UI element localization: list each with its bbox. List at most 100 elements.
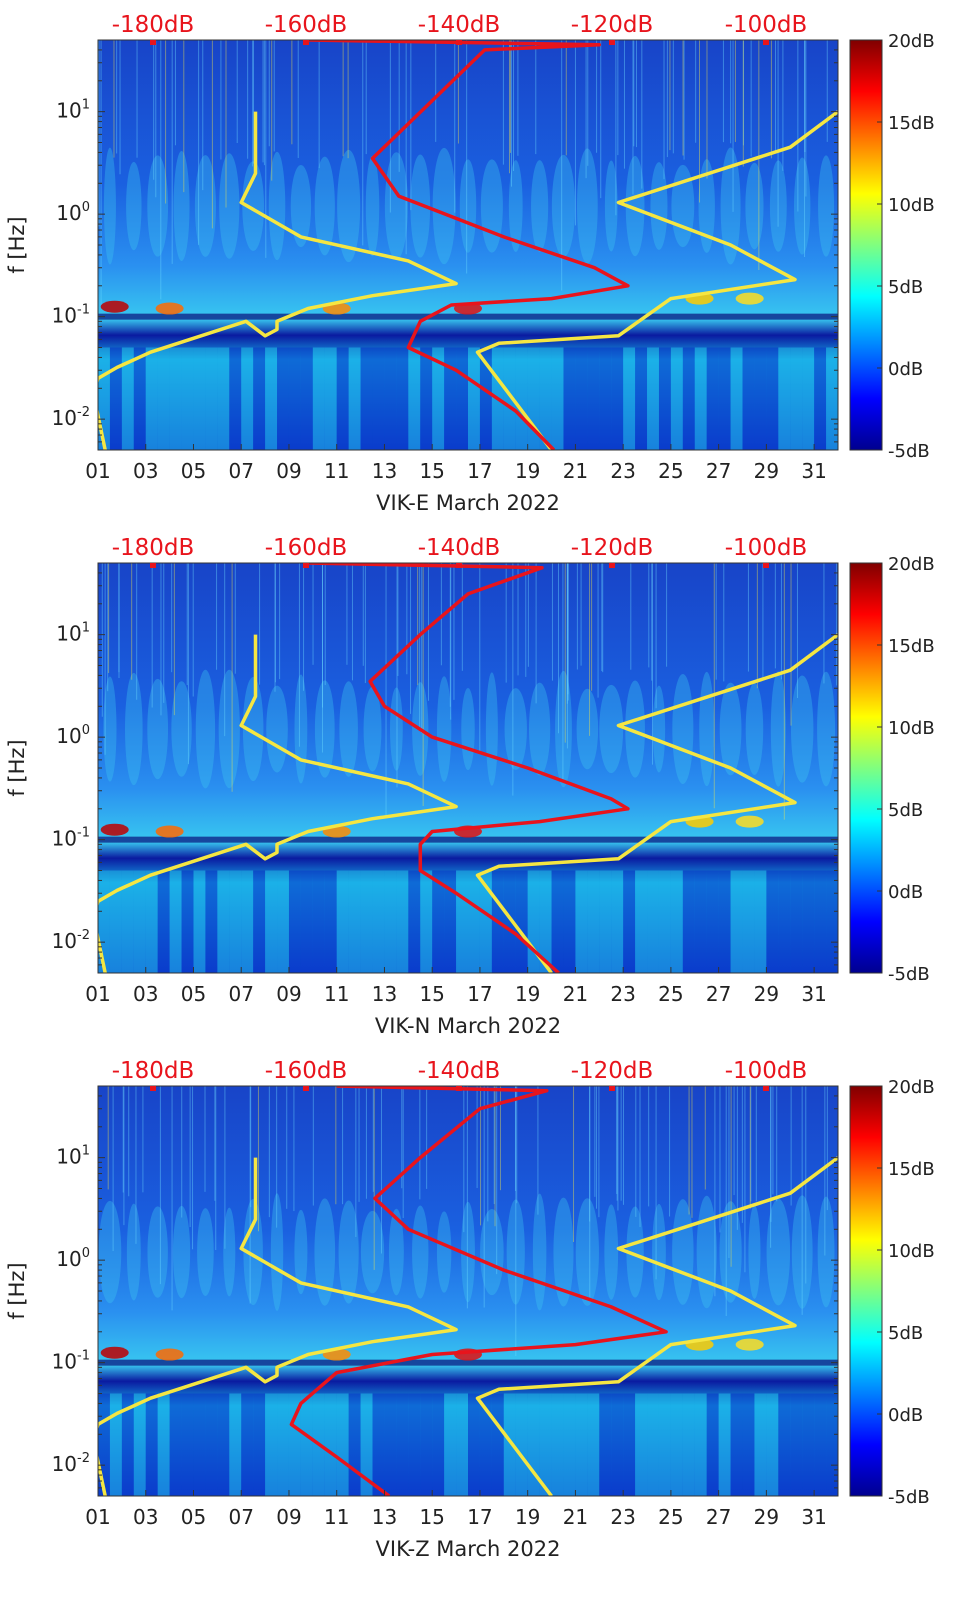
low-freq-stripe xyxy=(444,347,457,450)
spectral-lobe xyxy=(365,155,380,257)
hot-spot xyxy=(155,825,184,838)
top-db-label: -120dB xyxy=(571,535,654,561)
x-tick-label: 05 xyxy=(181,982,206,1006)
low-freq-stripe xyxy=(623,870,636,973)
top-db-label: -160dB xyxy=(265,535,348,561)
low-freq-stripe xyxy=(479,347,492,450)
top-db-label: -120dB xyxy=(571,12,654,38)
low-freq-stripe xyxy=(575,347,588,450)
spectral-lobe xyxy=(791,1195,813,1309)
x-axis-label: VIK-Z March 2022 xyxy=(376,1537,561,1561)
low-freq-stripe xyxy=(670,1393,683,1496)
spectral-lobe xyxy=(147,1206,168,1298)
spectral-lobe xyxy=(126,1203,141,1301)
low-freq-stripe xyxy=(396,347,409,450)
low-freq-stripe xyxy=(718,870,731,973)
spectral-lobe xyxy=(103,676,117,782)
x-tick-label: 25 xyxy=(658,459,683,483)
top-db-tick xyxy=(456,40,462,45)
colorbar xyxy=(849,562,883,974)
low-freq-stripe xyxy=(360,1393,373,1496)
low-freq-stripe xyxy=(658,870,671,973)
spectral-lobe xyxy=(770,671,786,787)
spectral-lobe xyxy=(171,681,192,777)
y-axis-label: f [Hz] xyxy=(5,739,29,796)
low-freq-stripe xyxy=(300,1393,313,1496)
low-freq-stripe xyxy=(551,870,564,973)
top-db-label: -100dB xyxy=(725,535,808,561)
x-tick-label: 07 xyxy=(228,459,253,483)
low-freq-stripe xyxy=(563,347,576,450)
low-freq-stripe xyxy=(133,347,146,450)
low-freq-stripe xyxy=(456,870,468,973)
colorbar-label: -5dB xyxy=(888,1487,930,1508)
low-freq-stripe xyxy=(348,347,361,450)
low-freq-stripe xyxy=(384,347,397,450)
spectral-lobe xyxy=(218,669,240,789)
colorbar-label: 15dB xyxy=(888,113,935,134)
low-freq-stripe xyxy=(694,347,707,450)
low-freq-stripe xyxy=(599,347,612,450)
spectral-lobe xyxy=(242,161,265,251)
low-freq-stripe xyxy=(539,870,552,973)
plot-area xyxy=(98,563,838,973)
spectral-lobe xyxy=(817,671,836,787)
spectral-lobe xyxy=(459,159,477,253)
low-freq-stripe xyxy=(563,870,576,973)
low-freq-stripe xyxy=(587,870,600,973)
low-freq-stripe xyxy=(694,1393,707,1496)
low-freq-stripe xyxy=(420,1393,433,1496)
x-tick-label: 17 xyxy=(467,982,492,1006)
top-db-label: -100dB xyxy=(725,12,808,38)
low-freq-stripe xyxy=(384,870,397,973)
top-db-tick xyxy=(456,563,462,568)
low-freq-stripe xyxy=(288,870,301,973)
spectral-lobe xyxy=(553,1197,574,1307)
low-freq-stripe xyxy=(241,870,254,973)
x-tick-label: 23 xyxy=(610,459,635,483)
top-db-tick xyxy=(609,1086,615,1091)
x-tick-label: 11 xyxy=(324,459,349,483)
spectral-lobe xyxy=(745,162,764,250)
low-freq-stripe xyxy=(468,870,480,973)
low-freq-stripe xyxy=(468,347,480,450)
top-db-label: -140dB xyxy=(418,535,501,561)
top-db-tick xyxy=(763,563,769,568)
low-freq-stripe xyxy=(754,347,767,450)
spectral-lobe xyxy=(748,1205,761,1299)
hot-spot xyxy=(735,815,764,828)
spectral-lobe xyxy=(818,155,835,257)
low-freq-stripe xyxy=(730,870,743,973)
top-db-label: -140dB xyxy=(418,1058,501,1084)
colorbar-label: 5dB xyxy=(888,277,923,298)
x-tick-label: 07 xyxy=(228,982,253,1006)
low-freq-stripe xyxy=(277,1393,289,1496)
low-freq-stripe xyxy=(205,870,218,973)
low-freq-stripe xyxy=(826,347,838,450)
low-freq-stripe xyxy=(205,347,218,450)
top-db-label: -120dB xyxy=(571,1058,654,1084)
spectral-lobe xyxy=(626,1206,644,1298)
low-freq-stripe xyxy=(420,347,433,450)
low-freq-stripe xyxy=(479,1393,492,1496)
x-tick-label: 31 xyxy=(801,1505,826,1529)
low-freq-stripe xyxy=(396,1393,409,1496)
y-tick-label: 100 xyxy=(56,723,90,748)
hot-spot xyxy=(100,300,129,313)
spectral-lobe xyxy=(604,1204,619,1300)
low-freq-stripe xyxy=(778,347,791,450)
x-tick-label: 05 xyxy=(181,459,206,483)
spectral-lobe xyxy=(652,1203,666,1301)
low-freq-stripe xyxy=(814,1393,827,1496)
top-db-tick xyxy=(303,1086,309,1091)
low-freq-stripe xyxy=(551,1393,564,1496)
spectral-lobe xyxy=(314,680,335,778)
spectral-lobe xyxy=(485,672,498,786)
low-freq-stripe xyxy=(432,1393,445,1496)
x-tick-label: 23 xyxy=(610,1505,635,1529)
low-freq-stripe xyxy=(587,347,600,450)
low-freq-stripe xyxy=(420,870,433,973)
low-freq-stripe xyxy=(157,347,170,450)
top-db-tick xyxy=(609,563,615,568)
low-freq-stripe xyxy=(706,347,719,450)
